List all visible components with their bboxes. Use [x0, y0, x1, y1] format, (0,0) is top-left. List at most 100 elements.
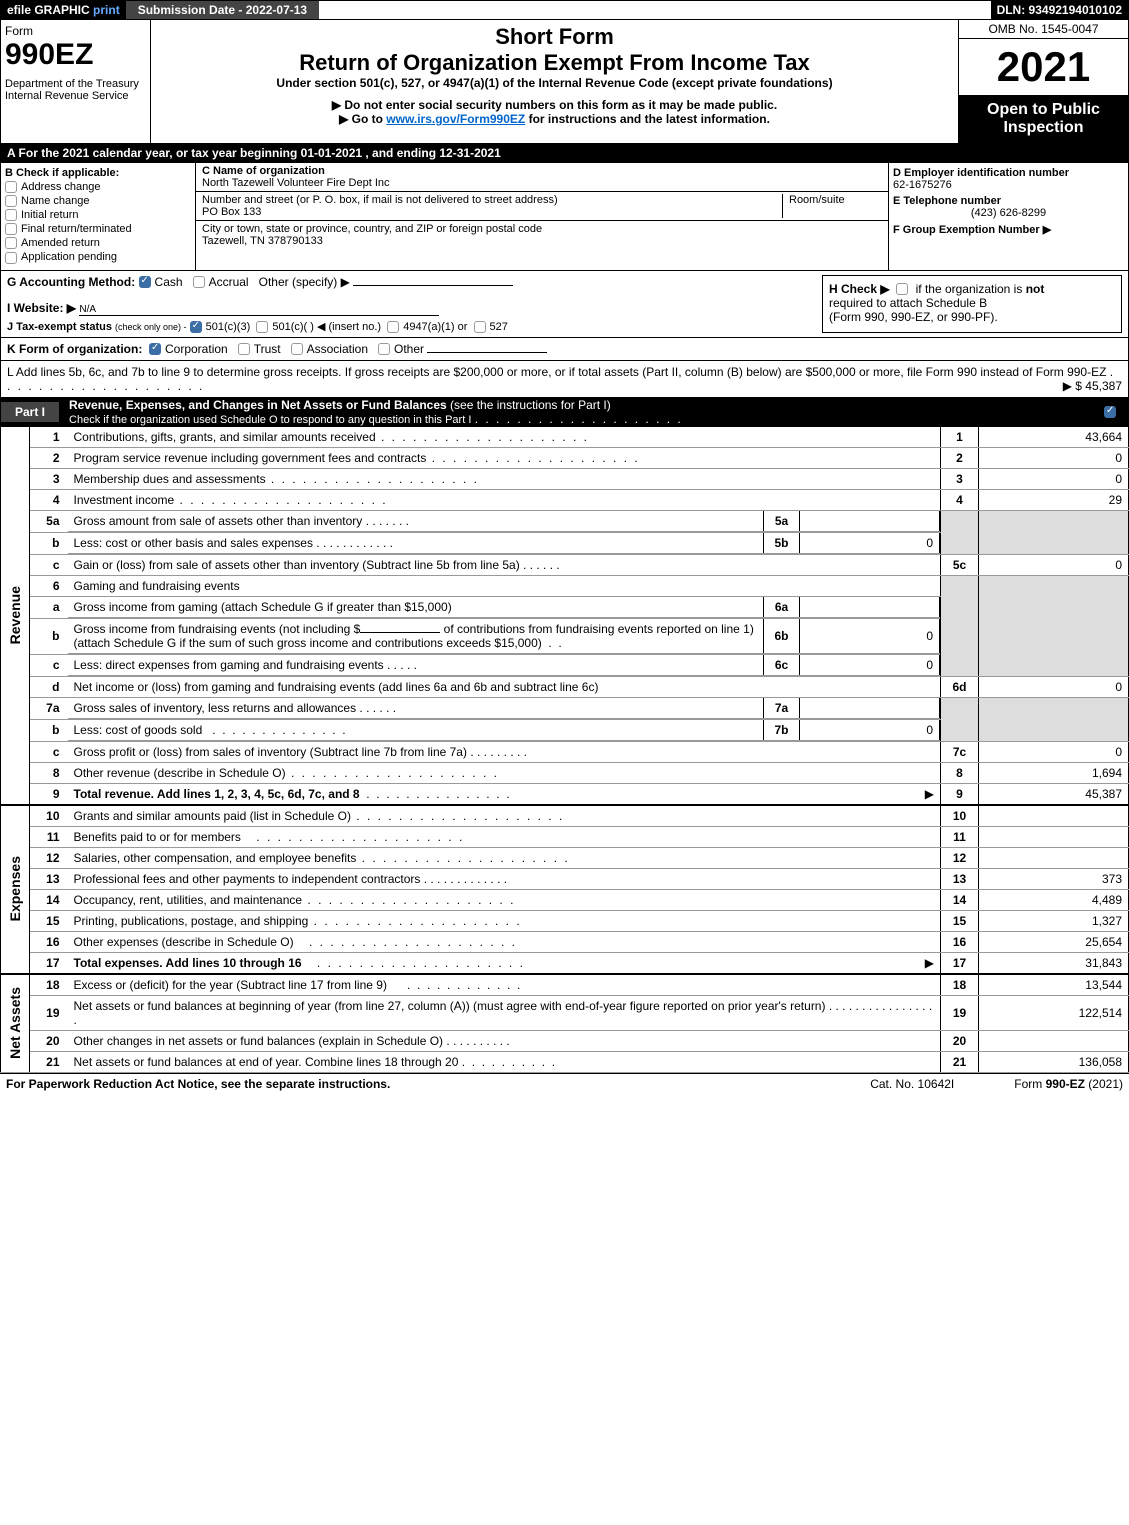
h-block: H Check ▶ if the organization is not req…	[822, 275, 1122, 333]
l-amount: ▶ $ 45,387	[1063, 379, 1122, 393]
checkbox-icon[interactable]	[387, 321, 399, 333]
irs-link[interactable]: www.irs.gov/Form990EZ	[386, 112, 525, 126]
form-label: Form	[5, 24, 146, 38]
internal-revenue: Internal Revenue Service	[5, 90, 146, 102]
line-5a-wrap: Gross amount from sale of assets other t…	[68, 510, 941, 532]
checkbox-icon[interactable]	[256, 321, 268, 333]
checkbox-icon[interactable]	[896, 283, 908, 295]
form-header: Form 990EZ Department of the Treasury In…	[0, 20, 1129, 144]
g-other: Other (specify) ▶	[259, 275, 350, 289]
line-18-value: 13,544	[979, 974, 1129, 996]
row-a: A For the 2021 calendar year, or tax yea…	[0, 144, 1129, 163]
f-group-label: F Group Exemption Number ▶	[893, 223, 1124, 236]
g-accrual: Accrual	[209, 275, 249, 289]
line-13: 13 Professional fees and other payments …	[1, 868, 1129, 889]
checkbox-icon[interactable]	[139, 276, 151, 288]
header-center: Short Form Return of Organization Exempt…	[151, 20, 958, 143]
line-6: 6 Gaming and fundraising events	[1, 575, 1129, 596]
c-city-cell: City or town, state or province, country…	[196, 221, 888, 249]
k-other-input[interactable]	[427, 352, 547, 353]
line-4-text: Investment income	[68, 489, 941, 510]
checkbox-icon[interactable]	[190, 321, 202, 333]
b-header: B Check if applicable:	[5, 167, 191, 179]
b-initial-return[interactable]: Initial return	[5, 209, 191, 221]
e-tel-label: E Telephone number	[893, 195, 1124, 207]
k-label: K Form of organization:	[7, 342, 142, 356]
line-6a-value	[800, 597, 940, 618]
line-1-value: 43,664	[979, 427, 1129, 448]
line-3-value: 0	[979, 468, 1129, 489]
line-6d-value: 0	[979, 676, 1129, 697]
checkbox-icon[interactable]	[474, 321, 486, 333]
b-application-pending[interactable]: Application pending	[5, 251, 191, 263]
b-address-change[interactable]: Address change	[5, 181, 191, 193]
checkbox-icon[interactable]	[238, 343, 250, 355]
revenue-tab: Revenue	[1, 427, 30, 805]
c-name-label: C Name of organization	[202, 165, 325, 177]
net-assets-tab: Net Assets	[1, 974, 30, 1073]
h-not: not	[1026, 282, 1045, 296]
arrow-icon: ▶	[925, 956, 934, 970]
c-org-name: North Tazewell Volunteer Fire Dept Inc	[202, 177, 390, 189]
c-room-label: Room/suite	[782, 194, 882, 218]
row-l: L Add lines 5b, 6c, and 7b to line 9 to …	[0, 361, 1129, 398]
line-7a: 7a Gross sales of inventory, less return…	[1, 697, 1129, 719]
line-9: 9 Total revenue. Add lines 1, 2, 3, 4, 5…	[1, 783, 1129, 805]
line-19: 19 Net assets or fund balances at beginn…	[1, 995, 1129, 1030]
expenses-tab: Expenses	[1, 805, 30, 974]
line-16-value: 25,654	[979, 931, 1129, 952]
h-text2: required to attach Schedule B	[829, 296, 987, 310]
line-10-value	[979, 805, 1129, 827]
row-k: K Form of organization: Corporation Trus…	[0, 338, 1129, 361]
checkbox-icon	[5, 209, 17, 221]
j-row: J Tax-exempt status (check only one) - 5…	[7, 320, 822, 333]
dln: DLN: 93492194010102	[991, 1, 1128, 19]
row-gh: G Accounting Method: Cash Accrual Other …	[0, 271, 1129, 338]
c-city-val: Tazewell, TN 378790133	[202, 235, 323, 247]
line-7a-value	[800, 698, 940, 719]
line-10: Expenses 10 Grants and similar amounts p…	[1, 805, 1129, 827]
checkbox-icon[interactable]	[149, 343, 161, 355]
line-2-text: Program service revenue including govern…	[68, 447, 941, 468]
k-assoc: Association	[307, 342, 368, 356]
footer-paperwork: For Paperwork Reduction Act Notice, see …	[6, 1077, 390, 1091]
line-1-text: Contributions, gifts, grants, and simila…	[68, 427, 941, 448]
c-street-label: Number and street (or P. O. box, if mail…	[202, 194, 558, 206]
line-17: 17 Total expenses. Add lines 10 through …	[1, 952, 1129, 974]
page-footer: For Paperwork Reduction Act Notice, see …	[0, 1073, 1129, 1094]
line-14: 14 Occupancy, rent, utilities, and maint…	[1, 889, 1129, 910]
print-link[interactable]: print	[93, 3, 120, 17]
line-12: 12 Salaries, other compensation, and emp…	[1, 847, 1129, 868]
part1-schedule-o-check[interactable]	[1104, 405, 1120, 419]
part1-check-line: Check if the organization used Schedule …	[69, 414, 471, 426]
line-13-value: 373	[979, 868, 1129, 889]
top-bar: efile GRAPHIC print Submission Date - 20…	[0, 0, 1129, 20]
block-c: C Name of organization North Tazewell Vo…	[196, 163, 888, 270]
line-7c-value: 0	[979, 741, 1129, 762]
k-trust: Trust	[254, 342, 281, 356]
footer-form: Form 990-EZ (2021)	[1014, 1077, 1123, 1091]
line-14-value: 4,489	[979, 889, 1129, 910]
k-other: Other	[394, 342, 424, 356]
arrow-icon: ▶	[925, 787, 934, 801]
checkbox-icon[interactable]	[378, 343, 390, 355]
b-final-return[interactable]: Final return/terminated	[5, 223, 191, 235]
line-5b-value: 0	[800, 533, 940, 554]
d-ein: 62-1675276	[893, 179, 1124, 191]
j-501c: 501(c)( ) ◀ (insert no.)	[272, 321, 381, 333]
title-short-form: Short Form	[155, 24, 954, 50]
line-5a-value	[800, 511, 940, 532]
form-number: 990EZ	[5, 38, 146, 72]
line-17-value: 31,843	[979, 952, 1129, 974]
b-name-change[interactable]: Name change	[5, 195, 191, 207]
line-20-value	[979, 1030, 1129, 1051]
b-amended-return[interactable]: Amended return	[5, 237, 191, 249]
footer-catno: Cat. No. 10642I	[870, 1077, 954, 1091]
g-other-input[interactable]	[353, 285, 513, 286]
line-7b-value: 0	[800, 720, 940, 741]
checkbox-icon[interactable]	[193, 276, 205, 288]
k-corp: Corporation	[165, 342, 228, 356]
c-city-label: City or town, state or province, country…	[202, 223, 542, 235]
instr-goto-b: for instructions and the latest informat…	[525, 112, 770, 126]
checkbox-icon[interactable]	[291, 343, 303, 355]
